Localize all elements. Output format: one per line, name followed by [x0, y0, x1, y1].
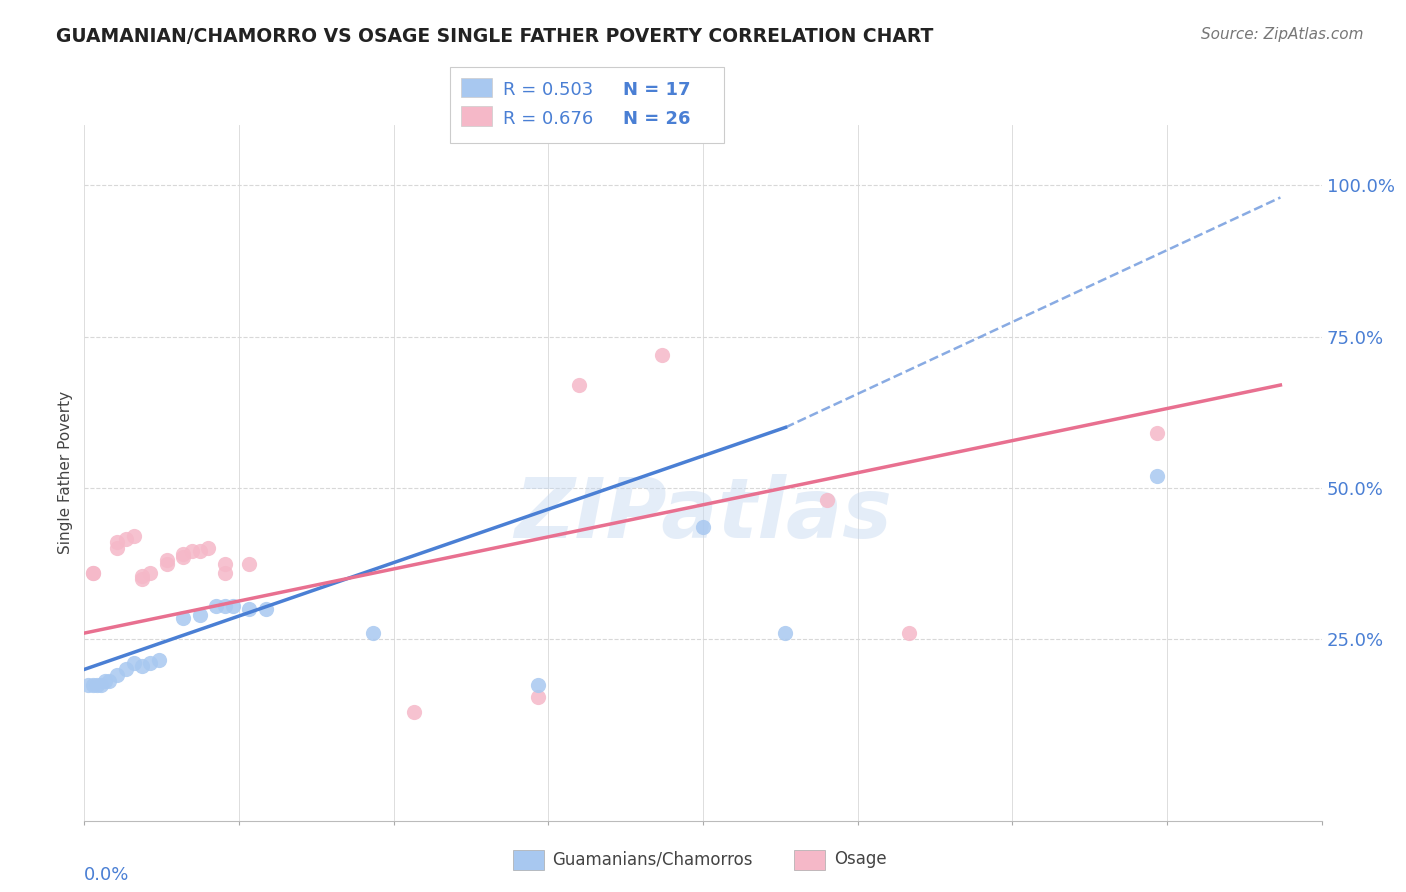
Point: [1146, 426, 1168, 441]
Point: [180, 544, 202, 558]
Point: [148, 653, 170, 667]
Text: Source: ZipAtlas.com: Source: ZipAtlas.com: [1201, 27, 1364, 42]
Point: [82, 566, 104, 580]
Point: [105, 668, 128, 682]
Point: [404, 705, 426, 719]
Point: [90, 677, 112, 691]
Point: [214, 566, 236, 580]
Text: ZIPatlas: ZIPatlas: [515, 474, 891, 555]
Text: Guamanians/Chamorros: Guamanians/Chamorros: [553, 850, 754, 868]
Point: [775, 626, 797, 640]
Point: [188, 607, 211, 622]
Point: [172, 611, 194, 625]
Point: [139, 657, 162, 671]
Text: N = 17: N = 17: [623, 81, 690, 99]
Text: 0.0%: 0.0%: [84, 866, 129, 884]
Text: Osage: Osage: [834, 850, 886, 868]
Text: R = 0.503: R = 0.503: [503, 81, 593, 99]
Point: [131, 568, 153, 582]
Text: R = 0.676: R = 0.676: [503, 110, 593, 128]
Point: [361, 626, 384, 640]
Point: [205, 599, 228, 613]
Text: GUAMANIAN/CHAMORRO VS OSAGE SINGLE FATHER POVERTY CORRELATION CHART: GUAMANIAN/CHAMORRO VS OSAGE SINGLE FATHE…: [56, 27, 934, 45]
Point: [651, 348, 673, 362]
Point: [527, 690, 550, 704]
Point: [105, 535, 128, 549]
Point: [254, 602, 277, 616]
Point: [188, 544, 211, 558]
Point: [131, 659, 153, 673]
Point: [1146, 468, 1168, 483]
Point: [131, 572, 153, 586]
Point: [172, 548, 194, 562]
Point: [86, 677, 108, 691]
Y-axis label: Single Father Poverty: Single Father Poverty: [58, 392, 73, 554]
Point: [98, 674, 121, 689]
Point: [156, 557, 179, 571]
Point: [122, 657, 145, 671]
Point: [82, 677, 104, 691]
Point: [568, 378, 591, 392]
Point: [114, 533, 136, 547]
Point: [114, 662, 136, 676]
Point: [898, 626, 921, 640]
Point: [222, 599, 245, 613]
Point: [82, 566, 104, 580]
Point: [172, 550, 194, 565]
Point: [156, 553, 179, 567]
Point: [105, 541, 128, 556]
Point: [214, 599, 236, 613]
Point: [238, 557, 260, 571]
Point: [214, 557, 236, 571]
Text: N = 26: N = 26: [623, 110, 690, 128]
Point: [77, 677, 100, 691]
Point: [94, 674, 117, 689]
Point: [815, 493, 838, 508]
Point: [238, 602, 260, 616]
Point: [139, 566, 162, 580]
Point: [122, 529, 145, 543]
Point: [197, 541, 219, 556]
Point: [692, 520, 714, 534]
Point: [527, 677, 550, 691]
